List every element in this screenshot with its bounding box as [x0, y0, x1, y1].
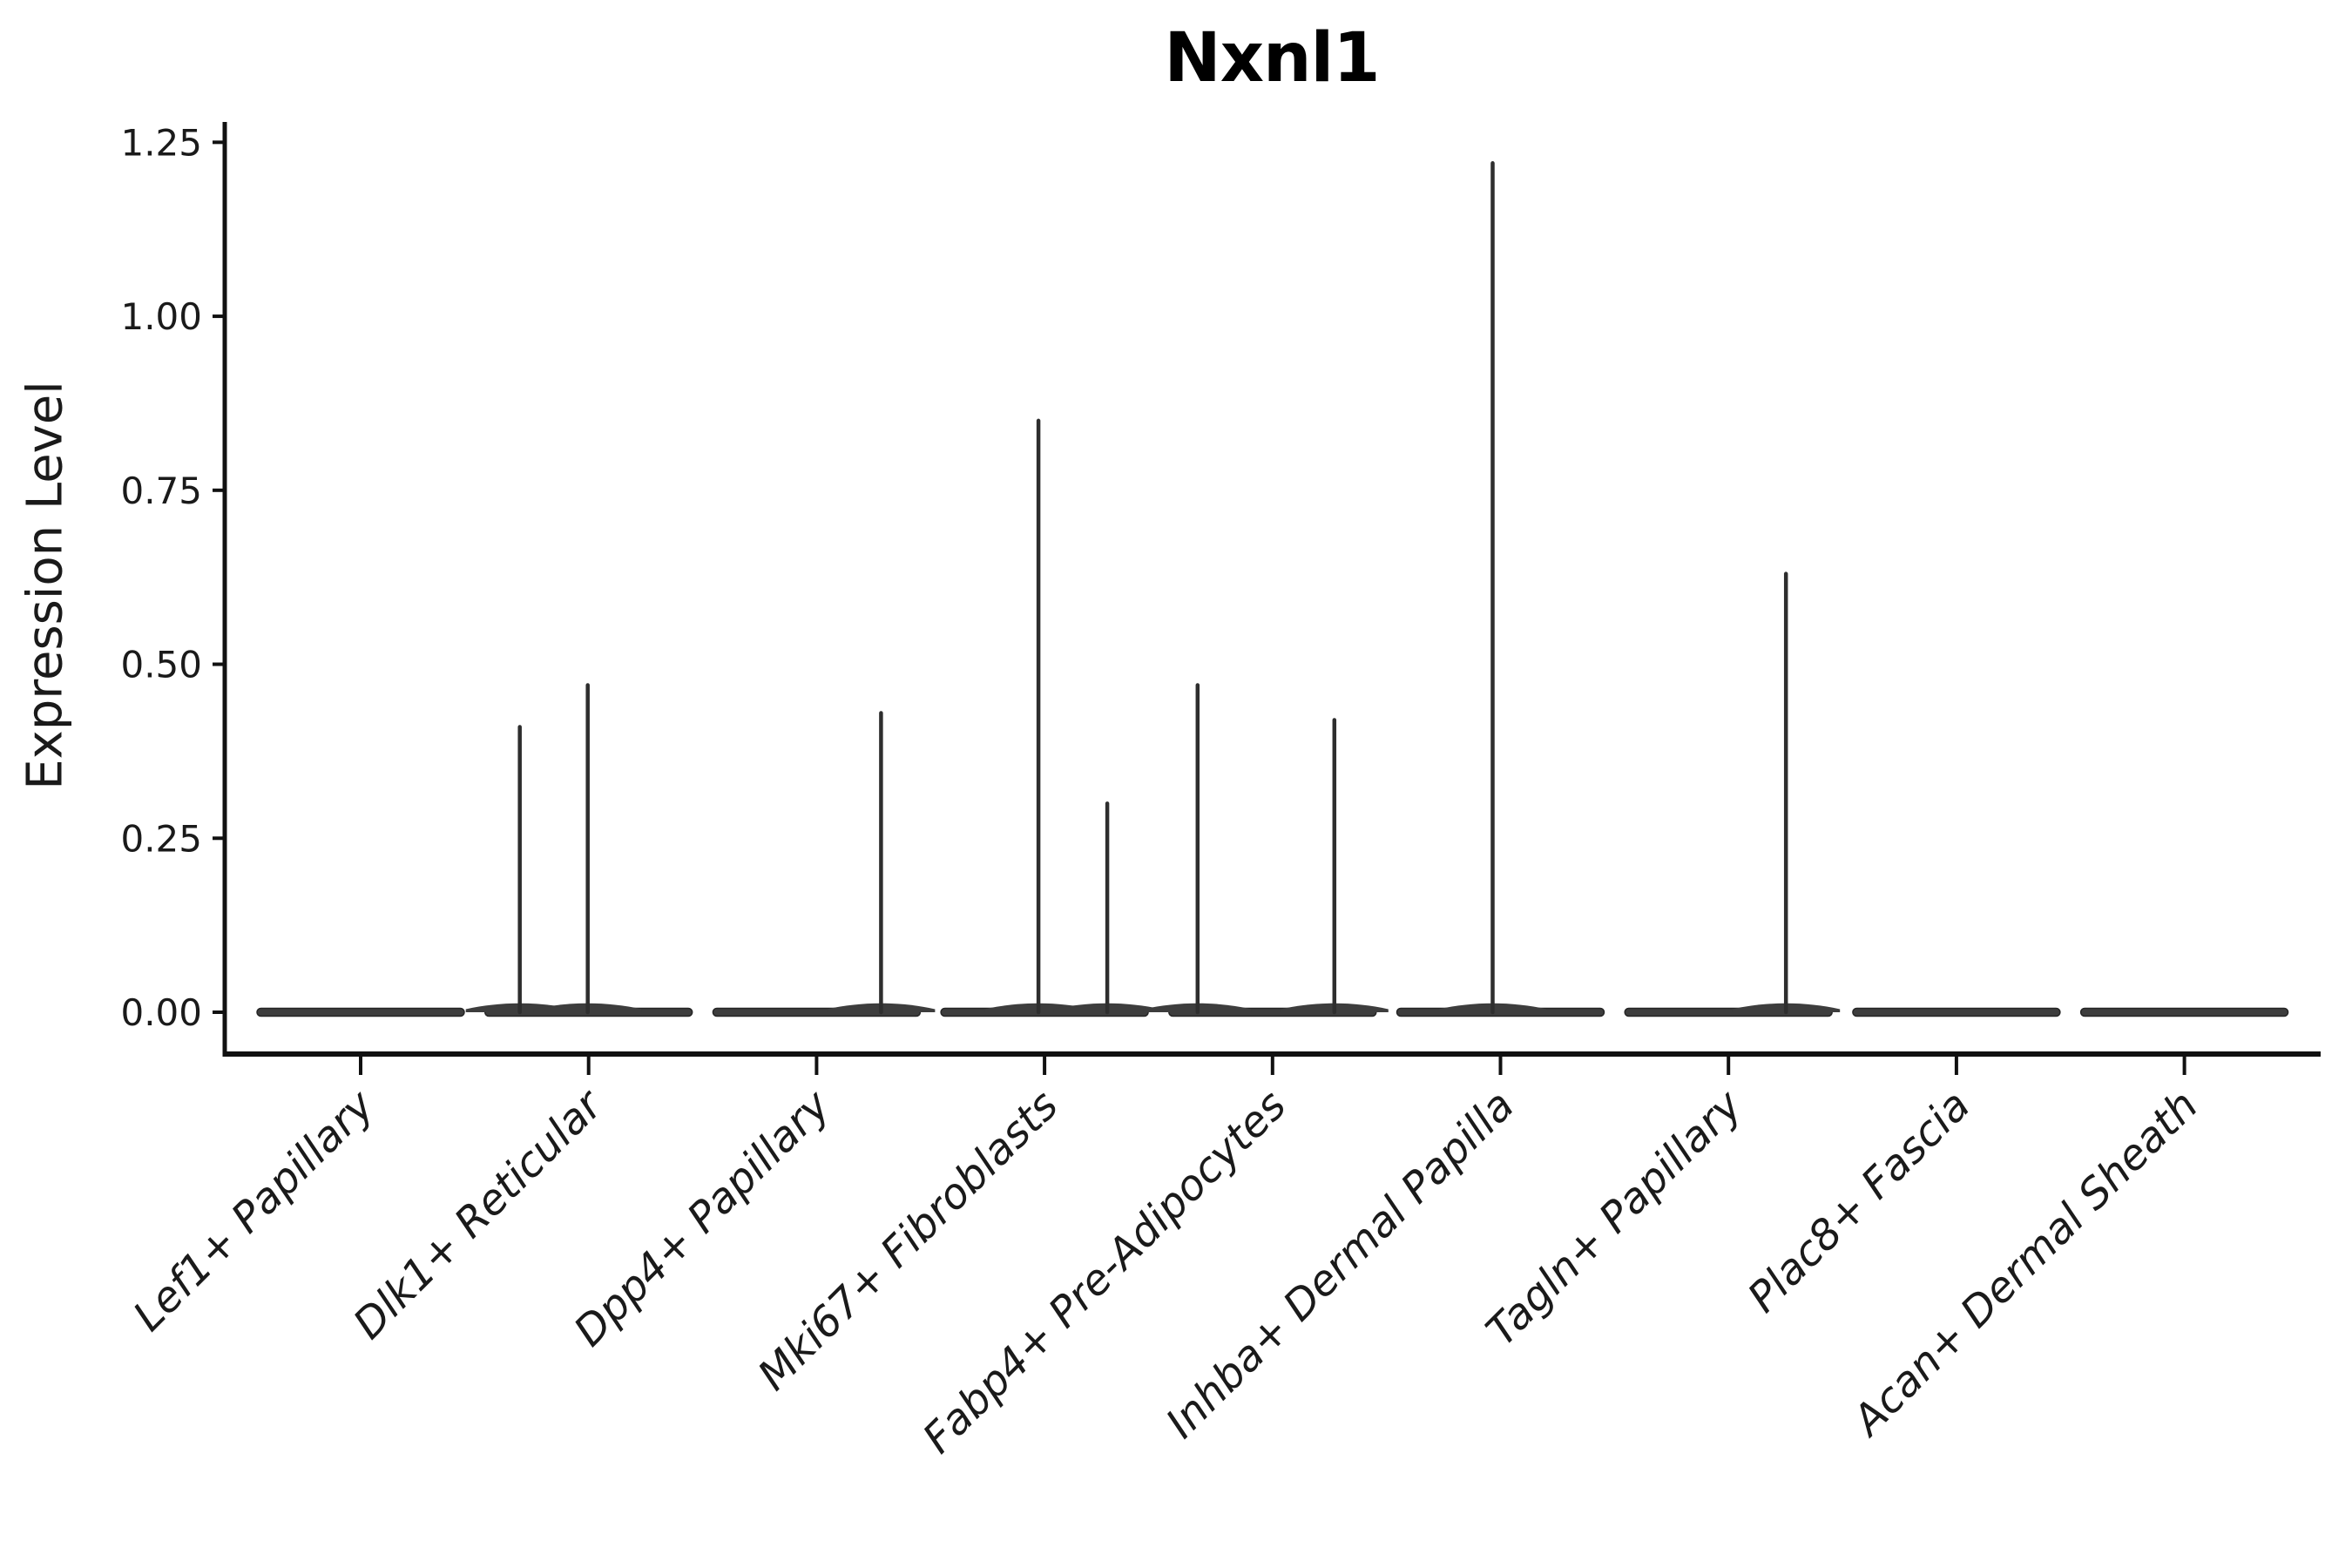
violin-body	[1852, 1007, 2061, 1017]
x-tick-label: Fabp4+ Pre-Adipocytes	[914, 1081, 1296, 1463]
chart-title: Nxnl1	[1164, 19, 1380, 98]
y-axis-label: Expression Level	[17, 381, 74, 790]
violin-body	[2079, 1007, 2289, 1017]
violin-body	[256, 1007, 465, 1017]
x-tick-label: Dlk1+ Reticular	[344, 1079, 614, 1349]
y-tick-label: 0.25	[120, 817, 202, 860]
y-tick-label: 0.75	[120, 470, 202, 512]
y-tick-label: 0.00	[120, 991, 202, 1034]
y-tick-label: 1.25	[120, 121, 202, 164]
x-tick-label: Lef1+ Papillary	[124, 1080, 384, 1341]
y-tick-label: 1.00	[120, 295, 202, 338]
x-tick-label: Tagln+ Papillary	[1477, 1080, 1752, 1355]
x-tick-label: Plac8+ Fascia	[1739, 1081, 1980, 1322]
y-tick-label: 0.50	[120, 644, 202, 686]
